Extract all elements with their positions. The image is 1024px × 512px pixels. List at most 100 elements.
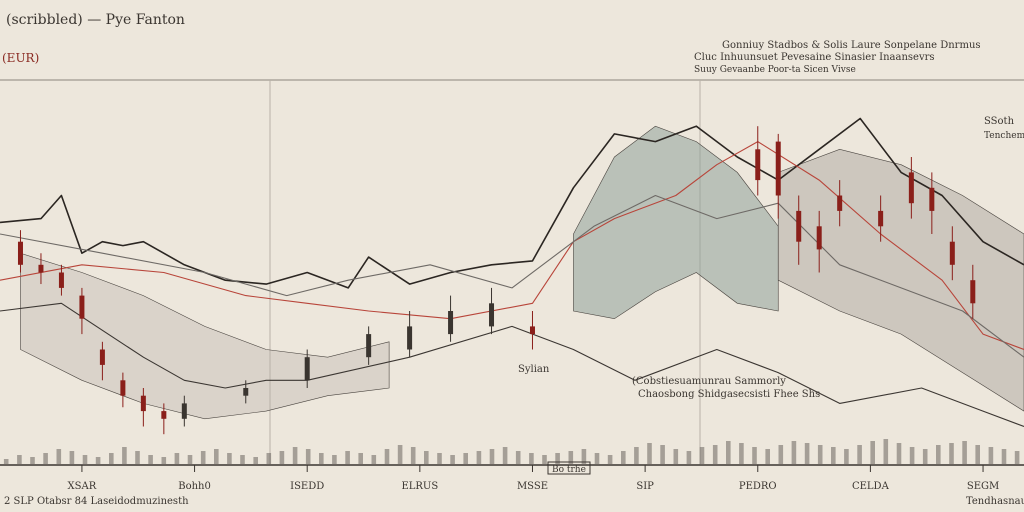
footer-right: Tendhasnau bbox=[966, 496, 1024, 507]
volume-bar-69 bbox=[909, 447, 915, 465]
volume-bar-21 bbox=[279, 451, 285, 465]
volume-bar-71 bbox=[936, 445, 941, 465]
candle-body-12 bbox=[407, 326, 413, 350]
candle-body-1 bbox=[38, 264, 44, 273]
volume-bar-66 bbox=[870, 441, 875, 465]
volume-bar-32 bbox=[424, 451, 429, 465]
volume-bar-34 bbox=[450, 455, 455, 465]
volume-bar-10 bbox=[135, 451, 140, 465]
candle-body-5 bbox=[120, 380, 126, 396]
volume-bar-68 bbox=[896, 443, 902, 465]
volume-bar-37 bbox=[489, 449, 495, 465]
volume-bar-55 bbox=[726, 441, 731, 465]
annotation-mid-right-1: (Cobstiesuamunrau Sammorly bbox=[632, 376, 786, 387]
candle-body-2 bbox=[58, 272, 64, 288]
center-badge: Bo trhe bbox=[552, 465, 586, 475]
candle-body-16 bbox=[755, 149, 761, 181]
x-tick-label-1: Bohh0 bbox=[178, 481, 211, 492]
x-tick-label-4: MSSE bbox=[517, 481, 548, 492]
volume-bar-49 bbox=[647, 443, 652, 465]
volume-bar-19 bbox=[253, 457, 258, 465]
volume-bar-52 bbox=[686, 451, 692, 465]
candle-body-13 bbox=[448, 311, 454, 335]
volume-bar-76 bbox=[1001, 449, 1007, 465]
candlesticks bbox=[17, 126, 976, 435]
volume-bar-56 bbox=[739, 443, 744, 465]
volume-bar-4 bbox=[56, 449, 62, 465]
volume-bar-31 bbox=[410, 447, 416, 465]
volume-bar-62 bbox=[817, 445, 823, 465]
volume-bar-25 bbox=[332, 455, 337, 465]
volume-bar-70 bbox=[922, 449, 928, 465]
series-line-0 bbox=[0, 117, 1024, 289]
candle-body-8 bbox=[181, 403, 187, 419]
volume-bar-54 bbox=[712, 445, 718, 465]
series-line-1 bbox=[0, 141, 1024, 351]
x-ticks: XSAR Bohh0 ISEDD ELRUS MSSE SIP PEDRO CELDA SEGM bbox=[68, 465, 999, 492]
volume-bar-6 bbox=[82, 455, 88, 465]
candle-body-20 bbox=[837, 195, 843, 211]
candle-body-25 bbox=[970, 280, 976, 304]
candle-body-10 bbox=[304, 357, 310, 381]
volume-bar-48 bbox=[634, 447, 639, 465]
volume-bar-39 bbox=[515, 451, 521, 465]
volume-bar-18 bbox=[240, 455, 245, 465]
candle-body-19 bbox=[816, 226, 822, 250]
volume-bar-46 bbox=[607, 455, 613, 465]
candle-body-21 bbox=[878, 210, 884, 227]
volume-bar-41 bbox=[542, 455, 547, 465]
volume-bar-20 bbox=[266, 453, 272, 465]
volume-bar-29 bbox=[384, 449, 390, 465]
series-line-2 bbox=[0, 194, 1024, 358]
candle-body-18 bbox=[796, 210, 802, 242]
volume-bar-27 bbox=[358, 453, 363, 465]
series-line-3 bbox=[0, 302, 1024, 428]
volume-bar-14 bbox=[187, 455, 193, 465]
volume-bar-60 bbox=[791, 441, 797, 465]
volume-bar-45 bbox=[594, 453, 600, 465]
volume-bar-30 bbox=[397, 445, 403, 465]
candle-body-24 bbox=[949, 241, 955, 265]
annotation-right-small: SSoth bbox=[984, 116, 1015, 127]
volume-bar-11 bbox=[148, 455, 153, 465]
volume-bar-58 bbox=[765, 449, 770, 465]
volume-bar-44 bbox=[581, 449, 587, 465]
candle-body-0 bbox=[17, 241, 23, 265]
shaded-regions bbox=[20, 125, 1024, 420]
candle-body-4 bbox=[99, 349, 105, 365]
candle-body-9 bbox=[243, 388, 249, 396]
chart-title: (scribbled) — Pye Fanton bbox=[6, 12, 185, 28]
volume-bar-65 bbox=[857, 445, 862, 465]
volume-bars bbox=[3, 439, 1020, 465]
y-unit-label: (EUR) bbox=[2, 51, 39, 65]
volume-bar-16 bbox=[214, 449, 219, 465]
volume-bar-59 bbox=[778, 445, 784, 465]
volume-bar-43 bbox=[568, 451, 574, 465]
series-lines bbox=[0, 117, 1024, 428]
volume-bar-51 bbox=[673, 449, 679, 465]
candle-body-7 bbox=[161, 411, 167, 419]
x-tick-label-5: SIP bbox=[636, 481, 654, 492]
annotation-mid-right-2: Chaosbong Shidgasecsisti Fhee Shs bbox=[638, 389, 820, 400]
candle-body-15 bbox=[529, 326, 535, 335]
volume-bar-67 bbox=[883, 439, 889, 465]
x-tick-label-3: ELRUS bbox=[401, 481, 438, 492]
volume-bar-73 bbox=[962, 441, 967, 465]
volume-bar-5 bbox=[69, 451, 75, 465]
volume-bar-2 bbox=[30, 457, 35, 465]
x-tick-label-6: PEDRO bbox=[739, 481, 777, 492]
candle-body-14 bbox=[489, 303, 495, 327]
volume-bar-22 bbox=[292, 447, 298, 465]
volume-bar-28 bbox=[371, 455, 377, 465]
annotation-top-2: Cluc Inhuunsuet Pevesaine Sinasier Inaan… bbox=[694, 52, 935, 63]
candle-body-6 bbox=[140, 395, 146, 412]
volume-bar-75 bbox=[988, 447, 994, 465]
volume-bar-47 bbox=[621, 451, 626, 465]
volume-bar-40 bbox=[529, 453, 534, 465]
volume-bar-13 bbox=[174, 453, 180, 465]
volume-bar-17 bbox=[227, 453, 232, 465]
x-tick-label-2: ISEDD bbox=[290, 481, 324, 492]
shaded-region-0 bbox=[573, 125, 779, 320]
